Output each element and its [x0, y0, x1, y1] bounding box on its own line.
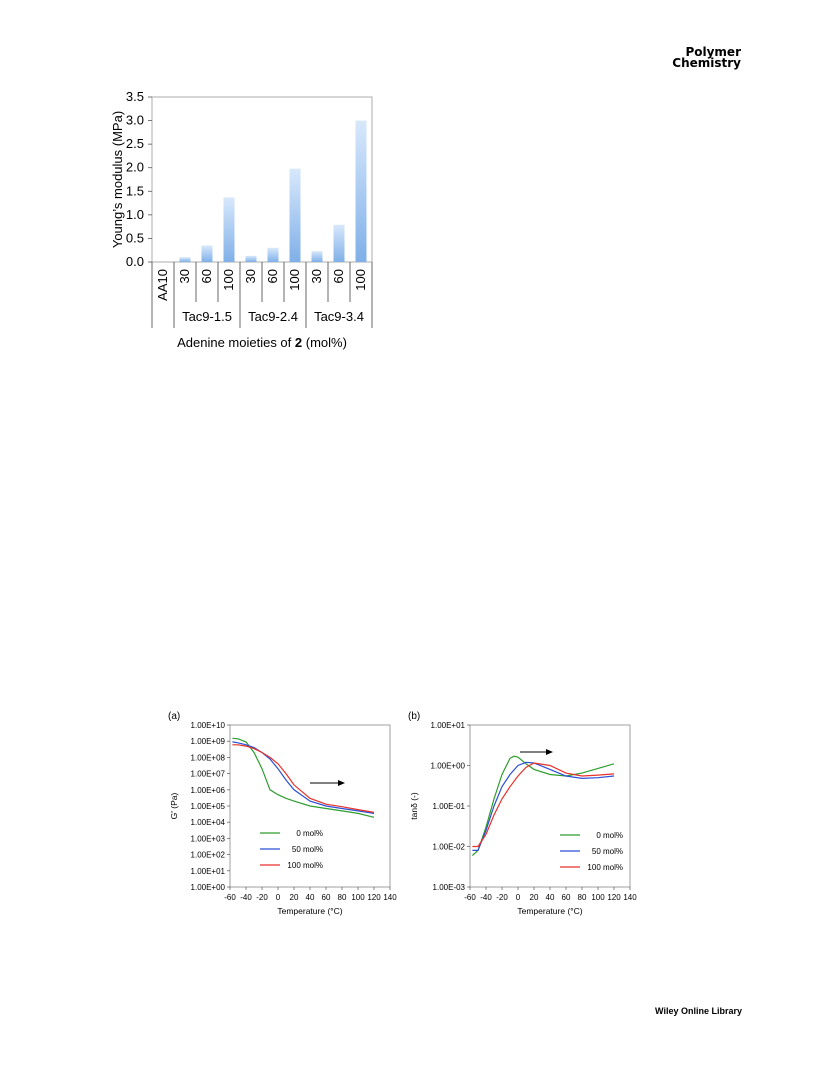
shift-arrow-head	[546, 749, 553, 755]
y-tick-label: 0.0	[126, 254, 144, 269]
x-tick-label: 60	[562, 893, 571, 902]
journal-name-line1: Polymer	[685, 45, 741, 59]
x-tick-label: 20	[530, 893, 539, 902]
x-tick-label: 140	[623, 893, 637, 902]
x-tick-label: 0	[276, 893, 281, 902]
y-tick-label: 1.00E-02	[433, 843, 466, 852]
series-line	[472, 761, 615, 851]
y-tick-label: 0.5	[126, 230, 144, 245]
y-tick-label: 1.00E+05	[191, 802, 226, 811]
x-tick-label: 40	[546, 893, 555, 902]
series-line	[232, 737, 375, 818]
x-tick-label: 120	[367, 893, 381, 902]
y-tick-label: 1.00E-03	[433, 883, 466, 892]
x-tick-label: -20	[496, 893, 508, 902]
y-tick-label: 2.0	[126, 160, 144, 175]
journal-name-line2: Chemistry	[672, 56, 741, 70]
x-tick-label: 40	[306, 893, 315, 902]
x-tick-label: -60	[464, 893, 476, 902]
bar	[201, 245, 213, 262]
legend-label: 50 mol%	[292, 845, 323, 854]
journal-logo: Polymer Chemistry	[672, 45, 741, 70]
series-line	[471, 755, 615, 856]
category-label: 60	[265, 269, 280, 283]
bar	[245, 255, 257, 262]
category-label: 30	[177, 269, 192, 283]
x-axis-title: Temperature (°C)	[277, 906, 342, 916]
group-label: Tac9-1.5	[182, 309, 232, 324]
y-tick-label: 1.00E+07	[191, 770, 226, 779]
y-tick-label: 1.00E+01	[431, 721, 466, 730]
panel-a: (a) 1.00E+00 1.00E+01 1.00E+02 1.00E+03 1.00E…	[168, 711, 397, 916]
category-label: 60	[331, 269, 346, 283]
y-tick-label: 1.00E+01	[191, 867, 226, 876]
x-tick-label: -40	[240, 893, 252, 902]
shift-arrow-head	[338, 780, 345, 786]
y-tick-label: 1.00E+00	[431, 762, 466, 771]
y-axis-title: tanδ (-)	[409, 792, 419, 820]
x-tick-label: -40	[480, 893, 492, 902]
y-tick-label: 1.00E+09	[191, 737, 226, 746]
footer-publisher: Wiley Online Library	[655, 1006, 742, 1016]
x-tick-label: 80	[338, 893, 347, 902]
bar	[267, 247, 279, 262]
y-axis-title: Young’s modulus (MPa)	[110, 111, 125, 248]
x-tick-label: 100	[351, 893, 365, 902]
y-tick-label: 1.00E+02	[191, 851, 226, 860]
y-axis-title: G' (Pa)	[169, 793, 179, 820]
y-tick-label: 1.00E+10	[191, 721, 226, 730]
x-tick-label: -60	[224, 893, 236, 902]
bar	[333, 224, 345, 262]
legend-label: 50 mol%	[592, 847, 623, 856]
x-tick-label: 80	[578, 893, 587, 902]
y-tick-label: 1.00E-01	[433, 802, 466, 811]
legend-label: 100 mol%	[587, 863, 623, 872]
group-label: Tac9-3.4	[314, 309, 364, 324]
y-tick-label: 3.0	[126, 113, 144, 128]
y-tick-label: 1.5	[126, 183, 144, 198]
category-label: 60	[199, 269, 214, 283]
group-label: Tac9-2.4	[248, 309, 298, 324]
x-axis-title: Adenine moieties of 2 (mol%)	[177, 335, 347, 350]
series-line	[232, 741, 375, 814]
x-tick-label: 0	[516, 893, 521, 902]
x-tick-label: 140	[383, 893, 397, 902]
x-tick-label: 120	[607, 893, 621, 902]
panel-label: (a)	[168, 711, 180, 722]
y-tick-label: 1.00E+06	[191, 786, 226, 795]
legend-label: 100 mol%	[287, 861, 323, 870]
y-tick-label: 1.0	[126, 207, 144, 222]
panel-b: (b) 1.00E-03 1.00E-02 1.00E-01 1.00E+00 1.00E…	[408, 711, 637, 916]
y-tick-label: 1.00E+04	[191, 818, 226, 827]
bar	[355, 120, 367, 262]
category-label: 30	[243, 269, 258, 283]
x-tick-label: -20	[256, 893, 268, 902]
category-label: 30	[309, 269, 324, 283]
panel-label: (b)	[408, 711, 420, 722]
y-tick-label: 2.5	[126, 136, 144, 151]
legend-label: 0 mol%	[596, 831, 623, 840]
y-tick-label: 1.00E+00	[191, 883, 226, 892]
youngs-modulus-bar-chart: 0.0 0.5 1.0 1.5 2.0 2.5 3.0 3.5 AA10 30 60 100 30 60 1…	[110, 89, 373, 350]
bar	[289, 168, 301, 262]
x-tick-label: 20	[290, 893, 299, 902]
category-label: 100	[287, 269, 302, 291]
y-tick-label: 1.00E+03	[191, 834, 226, 843]
legend-label: 0 mol%	[296, 829, 323, 838]
y-tick-label: 3.5	[126, 89, 144, 104]
y-tick-label: 1.00E+08	[191, 753, 226, 762]
bar	[179, 257, 191, 262]
bar	[223, 197, 235, 262]
category-label: 100	[221, 269, 236, 291]
x-axis-title: Temperature (°C)	[517, 906, 582, 916]
series-line	[232, 744, 375, 813]
x-tick-label: 100	[591, 893, 605, 902]
category-label: 100	[353, 269, 368, 291]
x-tick-label: 60	[322, 893, 331, 902]
bar	[311, 251, 323, 262]
series-line	[472, 762, 615, 848]
category-label: AA10	[155, 269, 170, 301]
dynamic-mechanical-analysis-figure: (a) 1.00E+00 1.00E+01 1.00E+02 1.00E+03 1.00E…	[168, 711, 637, 916]
